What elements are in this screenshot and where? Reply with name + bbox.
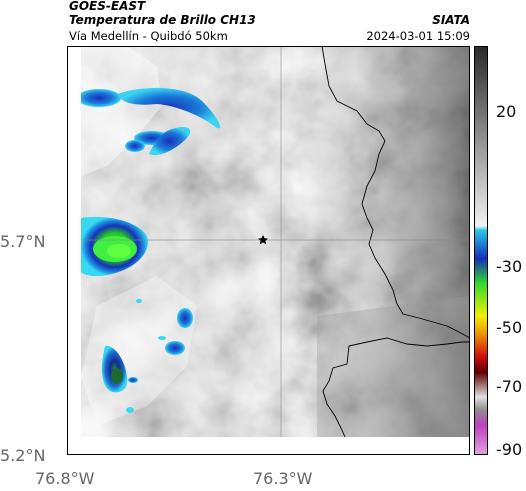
gridlines bbox=[81, 46, 470, 437]
borders-coastline bbox=[321, 46, 470, 437]
lon-label-76.3: 76.3°W bbox=[253, 469, 313, 488]
satellite-name: GOES-EAST bbox=[69, 0, 146, 13]
star-marker bbox=[258, 235, 268, 245]
colorbar-tick-20: 20 bbox=[496, 102, 517, 121]
colorbar-tick-minus70: -70 bbox=[496, 377, 523, 396]
colorbar-tick-minus50: -50 bbox=[496, 318, 523, 337]
satellite-map bbox=[67, 46, 470, 455]
organization-label: SIATA bbox=[432, 13, 470, 27]
route-label: Vía Medellín - Quibdó 50km bbox=[69, 29, 228, 43]
lat-label-5.7: 5.7°N bbox=[0, 232, 46, 251]
lon-label-76.8: 76.8°W bbox=[35, 469, 95, 488]
product-title: Temperatura de Brillo CH13 bbox=[69, 13, 256, 27]
colorbar-tick-minus90: -90 bbox=[496, 440, 523, 459]
colorbar bbox=[474, 46, 488, 455]
lat-label-5.2: 5.2°N bbox=[0, 446, 46, 465]
colorbar-tick-minus30: -30 bbox=[496, 257, 523, 276]
cold-cloud-features bbox=[81, 87, 221, 413]
timestamp: 2024-03-01 15:09 bbox=[366, 29, 470, 43]
